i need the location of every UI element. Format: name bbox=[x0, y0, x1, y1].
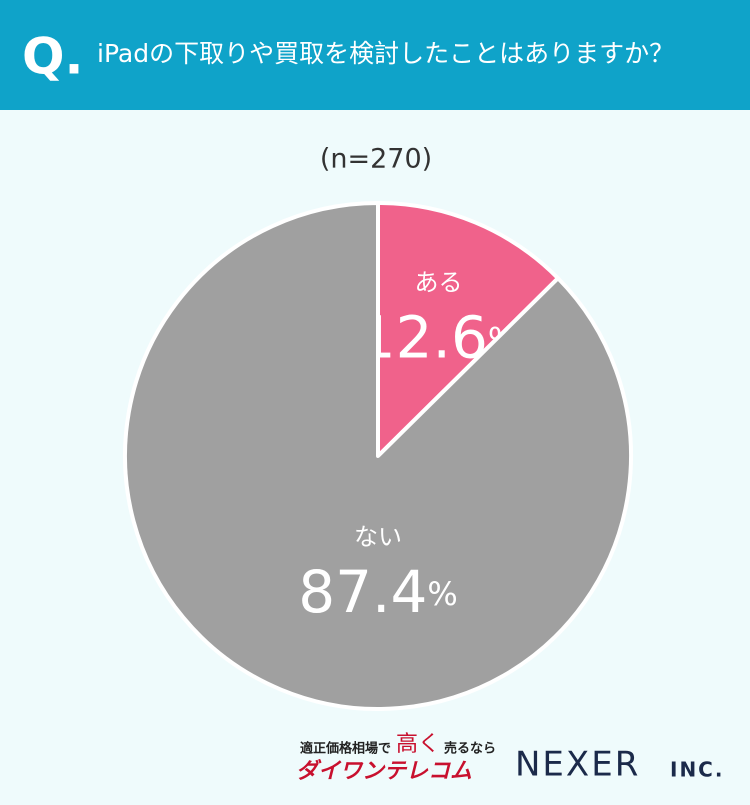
pie-slice bbox=[123, 201, 633, 711]
pie-slice bbox=[376, 201, 561, 458]
value-unit: % bbox=[427, 575, 457, 613]
value-number: 12.6 bbox=[359, 303, 488, 371]
tagline: 売るなら bbox=[444, 741, 496, 757]
value-label: 87.4% bbox=[298, 558, 458, 626]
brand: ダイワンテレコム bbox=[296, 758, 472, 784]
tagline: 適正価格相場で bbox=[300, 741, 391, 757]
company: NEXER bbox=[515, 745, 640, 785]
question-marker: Q. bbox=[22, 28, 84, 86]
header-bar bbox=[0, 0, 750, 110]
footer-logo: 適正価格相場で 高く 売るなら ダイワンテレコム NEXER INC. bbox=[296, 732, 724, 785]
company-suffix: INC. bbox=[670, 758, 724, 782]
pie: ある 12.6% ない 87.4% bbox=[123, 201, 633, 711]
value-number: 87.4 bbox=[298, 558, 427, 626]
chart-subtitle: (n=270) bbox=[320, 144, 432, 175]
slice-label: ある bbox=[414, 268, 462, 296]
tagline: 高く bbox=[396, 732, 440, 757]
slice-label: ない bbox=[354, 523, 402, 551]
chart-title: iPadの下取りや買取を検討したことはありますか？ bbox=[97, 39, 674, 68]
